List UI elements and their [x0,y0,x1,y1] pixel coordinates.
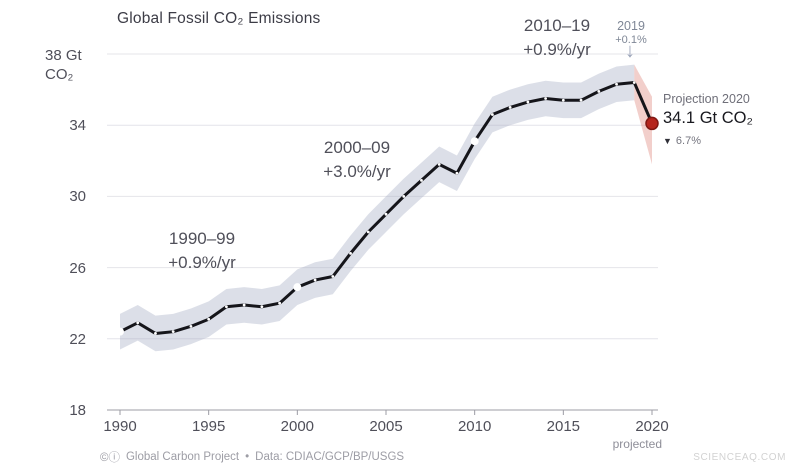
attribution: ©ⓘ Global Carbon Project • Data: CDIAC/G… [100,449,404,465]
down-triangle-icon: ▼ [663,135,672,146]
data-point-dot [278,301,281,305]
data-point-dot [331,275,335,278]
arrow-down-icon: ↓ [625,40,635,62]
data-point-dot [437,162,441,166]
annotation-2019: 2019 +0.1% [600,19,662,47]
data-point-dot [225,305,228,309]
projection-callout: Projection 2020 34.1 Gt CO₂ ▼ 6.7% [663,92,753,147]
annotation-2019-label: 2019 [617,19,645,33]
uncertainty-band [120,64,635,352]
license-icons: ©ⓘ [100,452,120,464]
watermark: SCIENCEAQ.COM [693,452,786,463]
annotation-2000s: 2000–09 +3.0%/yr [294,136,420,184]
data-point-dot [508,106,512,109]
data-point-dot [420,178,423,182]
data-point-dot [455,171,459,175]
annotation-2010s: 2010–19 +0.9%/yr [494,14,620,62]
annotation-1990s-range: 1990–99 [168,229,236,248]
annotation-1990s: 1990–99 +0.9%/yr [139,227,265,275]
data-point-dot [366,230,370,234]
data-point-dot [260,305,264,309]
data-point-dot [615,82,618,86]
data-point-dot [207,317,211,321]
projection-dot [645,116,659,131]
decade-marker [116,327,124,336]
data-point-dot [632,81,636,84]
data-point-dot [189,324,193,328]
chart-title: Global Fossil CO₂ Emissions [117,10,321,27]
annotation-2000s-range: 2000–09 [323,138,391,157]
source-name: Global Carbon Project [125,451,240,463]
data-source: Data: CDIAC/GCP/BP/USGS [255,451,405,463]
data-point-dot [136,321,140,325]
annotation-2010s-rate: +0.9%/yr [523,40,591,59]
data-point-dot [384,212,388,216]
projection-change-value: 6.7% [675,135,701,147]
data-point-dot [313,278,317,282]
data-point-dot [561,98,565,102]
data-point-dot [597,89,601,93]
data-point-dot [154,332,157,335]
data-point-dot [402,195,406,198]
annotation-2000s-rate: +3.0%/yr [323,162,391,181]
decade-marker [470,137,479,146]
projection-value: 34.1 Gt CO₂ [663,109,753,127]
projection-label: Projection 2020 [663,92,750,106]
annotation-2010s-range: 2010–19 [523,16,591,35]
data-point-dot [349,251,352,255]
decade-marker [293,283,302,292]
data-point-dot [544,97,547,100]
projection-change: ▼ 6.7% [663,135,753,147]
data-point-dot [491,113,494,116]
data-point-dot [171,330,175,334]
separator-dot: • [245,451,250,463]
data-point-dot [526,100,530,104]
annotation-2019-rate: +0.1% [615,34,647,46]
data-point-dot [579,98,583,102]
data-point-dot [242,303,246,307]
annotation-1990s-rate: +0.9%/yr [168,253,236,272]
